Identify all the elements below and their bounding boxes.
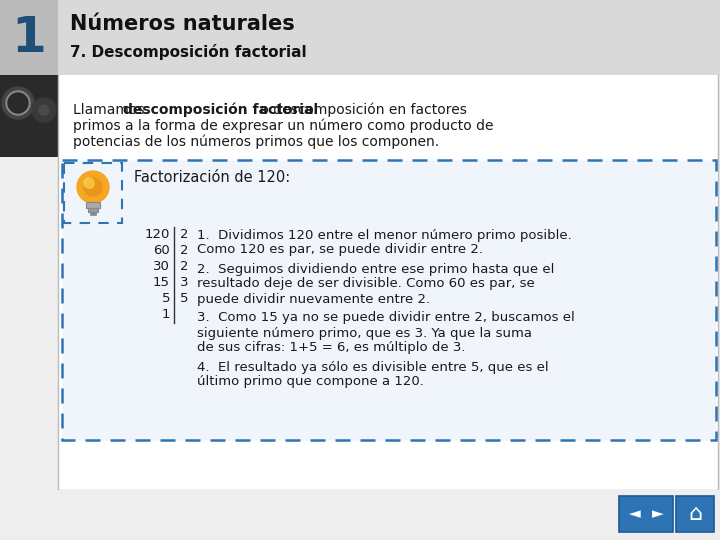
Text: 30: 30 (153, 260, 170, 273)
Text: primos a la forma de expresar un número como producto de: primos a la forma de expresar un número … (73, 119, 493, 133)
Circle shape (84, 178, 102, 196)
FancyBboxPatch shape (90, 212, 96, 215)
Circle shape (8, 93, 28, 113)
Text: Números naturales: Números naturales (70, 14, 294, 34)
Text: Como 120 es par, se puede dividir entre 2.: Como 120 es par, se puede dividir entre … (197, 244, 483, 256)
FancyBboxPatch shape (0, 0, 720, 75)
Text: 1.  Dividimos 120 entre el menor número primo posible.: 1. Dividimos 120 entre el menor número p… (197, 228, 572, 241)
FancyBboxPatch shape (0, 490, 720, 540)
Text: 60: 60 (153, 245, 170, 258)
Text: último primo que compone a 120.: último primo que compone a 120. (197, 375, 424, 388)
FancyBboxPatch shape (58, 75, 718, 490)
Text: 7. Descomposición factorial: 7. Descomposición factorial (70, 44, 307, 60)
Text: siguiente número primo, que es 3. Ya que la suma: siguiente número primo, que es 3. Ya que… (197, 327, 532, 340)
Text: 2: 2 (180, 245, 189, 258)
Text: 3: 3 (180, 276, 189, 289)
Circle shape (77, 171, 109, 203)
Circle shape (84, 178, 94, 188)
Text: 4.  El resultado ya sólo es divisible entre 5, que es el: 4. El resultado ya sólo es divisible ent… (197, 361, 549, 374)
FancyBboxPatch shape (88, 208, 98, 212)
Text: 1: 1 (161, 308, 170, 321)
FancyBboxPatch shape (0, 75, 58, 157)
Text: 15: 15 (153, 276, 170, 289)
Text: 2: 2 (180, 260, 189, 273)
FancyBboxPatch shape (86, 202, 100, 208)
Circle shape (32, 98, 56, 122)
Text: Llamamos: Llamamos (73, 103, 149, 117)
Text: descomposición factorial: descomposición factorial (123, 103, 318, 117)
FancyBboxPatch shape (619, 496, 673, 532)
FancyBboxPatch shape (676, 496, 714, 532)
Text: 5: 5 (180, 293, 189, 306)
Text: 1: 1 (12, 14, 46, 62)
Circle shape (10, 95, 26, 111)
Text: puede dividir nuevamente entre 2.: puede dividir nuevamente entre 2. (197, 293, 430, 306)
Text: de sus cifras: 1+5 = 6, es múltiplo de 3.: de sus cifras: 1+5 = 6, es múltiplo de 3… (197, 341, 466, 354)
Text: 5: 5 (161, 293, 170, 306)
Text: ◄: ◄ (629, 507, 641, 522)
Circle shape (2, 87, 34, 119)
Text: o descomposición en factores: o descomposición en factores (256, 103, 467, 117)
Text: 120: 120 (145, 228, 170, 241)
Text: ►: ► (652, 507, 664, 522)
Circle shape (39, 105, 49, 115)
Text: Factorización de 120:: Factorización de 120: (134, 171, 290, 186)
Text: resultado deje de ser divisible. Como 60 es par, se: resultado deje de ser divisible. Como 60… (197, 278, 535, 291)
Text: 3.  Como 15 ya no se puede dividir entre 2, buscamos el: 3. Como 15 ya no se puede dividir entre … (197, 312, 575, 325)
FancyBboxPatch shape (62, 160, 716, 440)
Text: 2: 2 (180, 228, 189, 241)
Text: 2.  Seguimos dividiendo entre ese primo hasta que el: 2. Seguimos dividiendo entre ese primo h… (197, 262, 554, 275)
Circle shape (6, 91, 30, 115)
FancyBboxPatch shape (0, 0, 58, 75)
Circle shape (86, 180, 94, 188)
Text: potencias de los números primos que los componen.: potencias de los números primos que los … (73, 135, 439, 149)
Text: ⌂: ⌂ (688, 504, 702, 524)
